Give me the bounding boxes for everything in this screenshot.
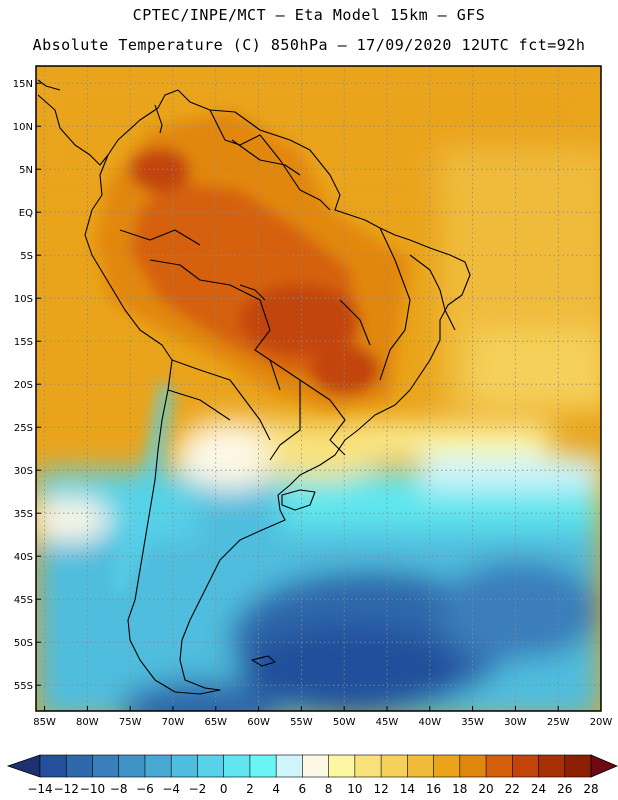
colorbar-label: −14: [27, 782, 52, 796]
colorbar-label: 14: [400, 782, 415, 796]
lon-tick-label: 50W: [333, 717, 356, 728]
temperature-field: [36, 66, 601, 711]
lon-tick-label: 55W: [290, 717, 313, 728]
colorbar-label: 8: [325, 782, 333, 796]
colorbar-label: −8: [110, 782, 128, 796]
colorbar-swatch: [144, 754, 172, 778]
lat-tick-label: 55S: [14, 681, 33, 692]
lon-tick-label: 45W: [376, 717, 399, 728]
colorbar-label: 18: [452, 782, 467, 796]
lat-tick-label: 40S: [14, 552, 33, 563]
colorbar-label: 6: [299, 782, 307, 796]
lat-tick-label: 20S: [14, 380, 33, 391]
colorbar-under-arrow: [6, 754, 41, 778]
lat-tick-label: 5N: [19, 165, 33, 176]
colorbar-label: 24: [531, 782, 546, 796]
colorbar-label: 10: [347, 782, 362, 796]
colorbar-swatch: [328, 754, 356, 778]
lon-tick-label: 25W: [547, 717, 570, 728]
coastline-borders: [37, 79, 471, 695]
lat-tick-label: 30S: [14, 466, 33, 477]
colorbar-swatch: [170, 754, 199, 778]
longitude-axis: 85W 80W 75W 70W 65W 60W 55W 50W 45W 40W 35W 30W 25W 2…: [33, 706, 612, 728]
lon-tick-label: 35W: [461, 717, 484, 728]
colorbar-swatch: [538, 754, 566, 778]
lon-tick-label: 65W: [204, 717, 227, 728]
colorbar-swatch: [459, 754, 487, 778]
colorbar-label: 16: [426, 782, 441, 796]
colorbar-swatch: [118, 754, 146, 778]
map-title-line-2: Absolute Temperature (C) 850hPa – 17/09/…: [32, 36, 586, 54]
temperature-colorbar: [6, 754, 618, 778]
lat-tick-label: EQ: [19, 208, 33, 219]
lon-tick-label: 40W: [418, 717, 441, 728]
latitude-axis: 15N 10N 5N EQ 5S 10S 15S 20S 25S 30S 35S 40S 45S 50S 5…: [13, 79, 41, 692]
colorbar-label: 26: [557, 782, 572, 796]
colorbar-label: 22: [505, 782, 520, 796]
lon-tick-label: 85W: [33, 717, 56, 728]
lon-tick-label: 30W: [504, 717, 527, 728]
colorbar-swatch: [302, 754, 330, 778]
colorbar-swatch: [275, 754, 303, 778]
colorbar-swatch: [380, 754, 408, 778]
colorbar-label: 4: [272, 782, 280, 796]
lat-tick-label: 35S: [14, 509, 33, 520]
colorbar-label: 20: [478, 782, 493, 796]
map-frame: [35, 65, 602, 712]
colorbar-label: 12: [373, 782, 388, 796]
lat-tick-label: 50S: [14, 638, 33, 649]
lat-tick-label: 10S: [14, 294, 33, 305]
colorbar-label: −12: [54, 782, 79, 796]
lat-tick-label: 15N: [13, 79, 33, 90]
lat-tick-label: 10N: [13, 122, 33, 133]
colorbar-swatch: [433, 754, 461, 778]
colorbar-swatch: [249, 754, 277, 778]
lat-tick-label: 15S: [14, 337, 33, 348]
colorbar-label: 2: [246, 782, 254, 796]
colorbar-swatch: [197, 754, 225, 778]
colorbar-label: −6: [136, 782, 154, 796]
lat-tick-label: 45S: [14, 595, 33, 606]
colorbar-swatch: [65, 754, 94, 778]
lon-tick-label: 60W: [247, 717, 270, 728]
map-title-line-1: CPTEC/INPE/MCT – Eta Model 15km – GFS: [132, 6, 486, 24]
colorbar-swatch: [354, 754, 382, 778]
colorbar-label: −4: [162, 782, 180, 796]
colorbar-label: −2: [189, 782, 207, 796]
colorbar-over-arrow: [590, 754, 618, 778]
colorbar-label: −10: [80, 782, 105, 796]
colorbar-swatch: [223, 754, 251, 778]
lon-tick-label: 75W: [119, 717, 142, 728]
colorbar-label: 0: [220, 782, 228, 796]
lon-tick-label: 20W: [590, 717, 613, 728]
colorbar-swatch: [39, 754, 67, 778]
lon-tick-label: 70W: [162, 717, 185, 728]
lat-tick-label: 25S: [14, 423, 33, 434]
colorbar-swatch: [485, 754, 513, 778]
colorbar-swatch: [407, 754, 435, 778]
colorbar-swatch: [92, 754, 120, 778]
lat-tick-label: 5S: [20, 251, 33, 262]
colorbar-tick-labels: −14 −12 −10 −8 −6 −4 −2 0 2 4 6 8 10 12 14 16 18 20 22 24 26…: [27, 782, 598, 796]
lon-tick-label: 80W: [76, 717, 99, 728]
colorbar-label: 28: [583, 782, 598, 796]
colorbar-swatch: [564, 754, 592, 778]
colorbar-swatch: [511, 754, 540, 778]
